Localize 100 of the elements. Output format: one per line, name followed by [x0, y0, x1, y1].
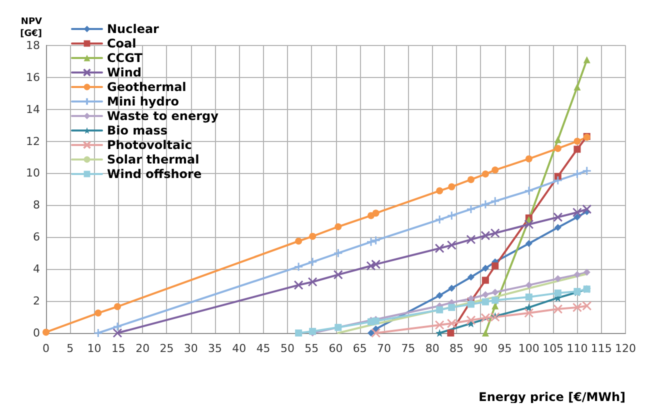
x-tick-label: 115: [590, 342, 612, 355]
legend-label: Waste to energy: [107, 109, 219, 123]
point: [574, 214, 581, 221]
x-tick-label: 60: [328, 342, 343, 355]
x-tick-label: 65: [352, 342, 367, 355]
x-tick-label: 20: [136, 342, 150, 355]
legend-label: Coal: [107, 36, 136, 50]
point: [554, 290, 562, 297]
point: [466, 315, 476, 325]
point: [371, 328, 381, 338]
point: [582, 301, 592, 311]
legend-label: Mini hydro: [107, 94, 180, 108]
point: [492, 288, 499, 296]
point: [295, 238, 302, 245]
point: [308, 277, 318, 287]
legend-label: Solar thermal: [107, 152, 200, 166]
point: [574, 146, 581, 153]
y-tick-label: 8: [33, 198, 40, 212]
x-tick-label: 30: [184, 342, 198, 355]
point: [466, 234, 476, 244]
point: [553, 304, 563, 314]
x-tick-label: 15: [111, 342, 126, 355]
point: [334, 223, 342, 230]
point: [553, 212, 563, 222]
point: [482, 330, 489, 336]
y-tick-label: 12: [26, 134, 40, 148]
y-tick-label: 16: [26, 70, 40, 84]
point: [482, 264, 489, 272]
legend-label: Wind offshore: [107, 167, 202, 181]
point: [467, 300, 474, 308]
point: [492, 262, 499, 270]
point: [525, 282, 532, 289]
point: [448, 304, 456, 311]
legend-label: Photovoltaic: [107, 138, 192, 152]
point: [583, 56, 590, 64]
point: [554, 144, 562, 152]
point: [448, 183, 456, 190]
point: [554, 224, 562, 232]
point: [436, 306, 444, 314]
legend-label: Wind: [107, 66, 142, 80]
point: [524, 186, 534, 196]
point: [480, 313, 490, 323]
point: [525, 294, 532, 301]
point: [482, 291, 489, 298]
y-tick-label: 2: [33, 294, 40, 308]
x-tick-label: 75: [401, 342, 416, 355]
point: [434, 320, 444, 330]
point: [467, 176, 474, 184]
point: [482, 276, 489, 284]
point: [333, 270, 343, 280]
point: [574, 83, 581, 90]
point: [554, 275, 562, 282]
point: [574, 138, 581, 145]
point: [436, 187, 444, 194]
point: [42, 328, 50, 336]
y-tick-label: 6: [33, 230, 40, 244]
point: [524, 303, 533, 312]
point: [446, 240, 456, 250]
point: [490, 196, 500, 206]
point: [467, 274, 474, 281]
point: [371, 236, 381, 246]
point: [368, 330, 375, 336]
point: [554, 136, 562, 144]
point: [294, 262, 304, 272]
point: [112, 328, 122, 338]
point: [574, 271, 581, 278]
point: [295, 330, 302, 336]
point: [93, 328, 103, 338]
x-tick-label: 10: [87, 342, 102, 355]
point: [446, 210, 456, 220]
x-tick-label: 5: [66, 342, 74, 355]
x-tick-label: 95: [498, 342, 512, 355]
x-tick-label: 80: [425, 342, 440, 355]
point: [572, 302, 582, 312]
point: [434, 244, 444, 254]
y-tick-label: 0: [33, 326, 40, 340]
x-tick-label: 35: [208, 342, 222, 355]
point: [525, 155, 532, 162]
point: [482, 298, 489, 306]
x-tick-label: 100: [518, 342, 540, 355]
point: [309, 232, 316, 240]
point: [524, 220, 534, 230]
point: [572, 208, 582, 218]
x-tick-label: 105: [542, 342, 564, 355]
point: [582, 166, 592, 176]
x-tick-label: 40: [232, 342, 246, 355]
point: [447, 330, 454, 336]
point: [482, 170, 489, 178]
point: [448, 284, 456, 292]
x-tick-label: 45: [256, 342, 270, 355]
x-tick-label: 120: [615, 342, 636, 355]
point: [114, 303, 121, 310]
x-tick-label: 25: [160, 342, 174, 355]
point: [94, 310, 102, 317]
point: [583, 268, 590, 276]
point: [525, 240, 532, 248]
point: [553, 176, 563, 186]
y-tick-label: 14: [26, 102, 40, 116]
point: [492, 166, 499, 174]
point: [366, 237, 376, 247]
